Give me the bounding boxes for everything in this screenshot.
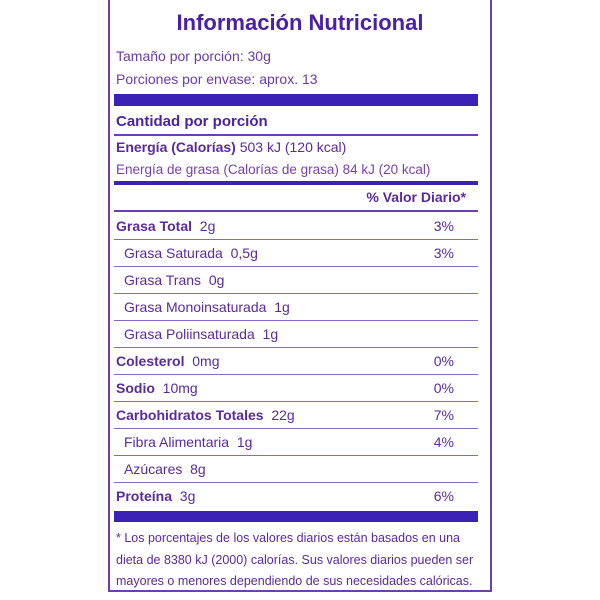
divider [114,134,478,136]
label-title: Información Nutricional [176,10,424,35]
nutrient-amount: 8g [190,461,206,477]
table-row: Proteína 3g 6% [114,483,478,510]
daily-value-pct: 0% [433,380,454,396]
nutrient-label: Colesterol 0mg [116,353,219,369]
nutrient-name: Colesterol [116,353,185,369]
table-row: Sodio 10mg 0% [114,375,478,402]
nutrient-name: Fibra Alimentaria [124,434,230,450]
nutrient-name: Grasa Trans [124,272,202,288]
fat-energy: Energía de grasa (Calorías de grasa) 84 … [116,162,431,177]
table-row: Azúcares 8g [114,456,478,483]
table-row: Colesterol 0mg 0% [114,348,478,375]
nutrient-label: Fibra Alimentaria 1g [124,434,252,450]
nutrient-name: Sodio [116,380,155,396]
table-row: Grasa Total 2g 3% [114,213,478,240]
serving-size: Tamaño por porción: 30g [116,48,271,64]
table-row: Grasa Poliinsaturada 1g [114,321,478,348]
nutrient-amount: 0g [208,272,225,288]
nutrient-name: Azúcares [124,461,183,477]
daily-value-pct: 0% [433,353,454,369]
table-row: Fibra Alimentaria 1g 4% [114,429,478,456]
daily-value-header: % Valor Diario* [366,189,466,205]
daily-value-pct: 7% [433,407,454,423]
nutrient-label: Grasa Total 2g [116,218,215,234]
servings-per-container: Porciones por envase: aprox. 13 [116,71,318,87]
row-divider [114,293,478,294]
nutrient-name: Grasa Saturada [124,245,223,261]
nutrient-label: Grasa Saturada 0,5g [124,245,258,261]
nutrient-label: Sodio 10mg [116,380,198,396]
thick-divider [114,511,478,522]
nutrient-label: Azúcares 8g [124,461,206,477]
medium-divider [114,181,478,185]
nutrient-amount: 22g [271,407,295,423]
nutrient-name: Carbohidratos Totales [116,407,264,423]
nutrient-label: Grasa Trans 0g [124,272,224,288]
nutrient-name: Grasa Monoinsaturada [124,299,267,315]
row-divider [114,455,478,456]
nutrient-label: Grasa Monoinsaturada 1g [124,299,290,315]
nutrient-label: Proteína 3g [116,488,195,504]
nutrient-amount: 1g [262,326,279,342]
row-divider [114,347,478,348]
nutrient-amount: 1g [236,434,253,450]
nutrient-name: Proteína [116,488,173,504]
nutrient-amount: 10mg [162,380,198,396]
label-border [108,0,492,592]
thick-divider [114,94,478,106]
table-row: Grasa Monoinsaturada 1g [114,294,478,321]
energy-value: 503 kJ (120 kcal) [239,139,347,155]
daily-value-pct: 6% [433,488,454,504]
row-divider [114,320,478,321]
daily-value-pct: 4% [433,434,454,450]
row-divider [114,482,478,483]
footnote: * Los porcentajes de los valores diarios… [116,531,474,588]
nutrient-amount: 3g [179,488,196,504]
nutrient-name: Grasa Poliinsaturada [124,326,255,342]
table-row: Grasa Saturada 0,5g 3% [114,240,478,267]
nutrient-name: Grasa Total [116,218,192,234]
nutrient-amount: 0mg [192,353,220,369]
table-row: Grasa Trans 0g [114,267,478,294]
divider [114,210,478,212]
daily-value-pct: 3% [433,218,454,234]
nutrient-amount: 2g [199,218,216,234]
row-divider [114,266,478,267]
nutrient-label: Grasa Poliinsaturada 1g [124,326,278,342]
energy-label: Energía (Calorías) [116,139,236,155]
row-divider [114,239,478,240]
daily-value-pct: 3% [433,245,454,261]
nutrient-label: Carbohidratos Totales 22g [116,407,295,423]
row-divider [114,428,478,429]
nutrient-amount: 1g [274,299,290,315]
energy-row: Energía (Calorías) 503 kJ (120 kcal) [116,139,346,155]
nutrient-amount: 0,5g [230,245,258,261]
table-row: Carbohidratos Totales 22g 7% [114,402,478,429]
row-divider [114,401,478,402]
amount-header: Cantidad por porción [116,113,268,130]
row-divider [114,374,478,375]
